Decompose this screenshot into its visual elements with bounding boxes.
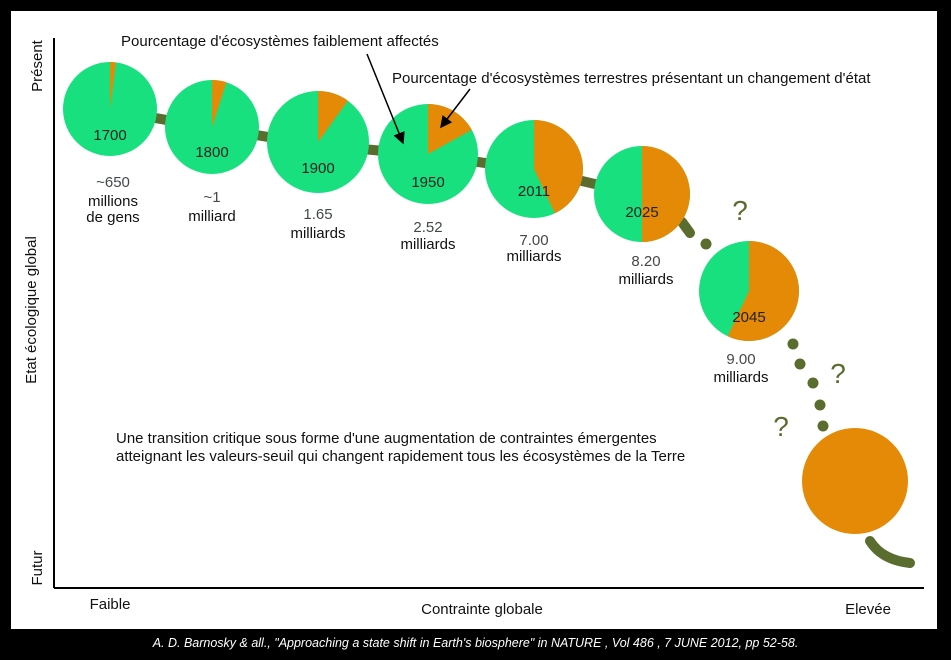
pie-slice-state-change: [318, 91, 348, 142]
pie-1800: 1800 ~1 milliard: [165, 80, 259, 225]
x-axis-title: Contrainte globale: [421, 601, 543, 618]
population-label: 8.20: [631, 253, 660, 270]
population-label: 2.52: [413, 219, 442, 236]
population-label: 1.65: [303, 206, 332, 223]
population-label: milliards: [618, 271, 673, 288]
population-label: ~650: [96, 174, 130, 191]
population-label: millions: [88, 193, 138, 210]
population-label: 9.00: [726, 351, 755, 368]
legend-arrow-state-change: [440, 88, 471, 129]
pie-slice-state-change: [802, 428, 908, 534]
pie-year-label: 1800: [195, 144, 228, 161]
population-label: milliards: [290, 225, 345, 242]
pie-year-label: 1900: [301, 160, 334, 177]
y-axis-title: Etat écologique global: [23, 236, 40, 384]
pie-1900: 1900 1.65 milliards: [267, 91, 369, 242]
legend-label-state-change: Pourcentage d'écosystèmes terrestres pré…: [392, 70, 871, 87]
annotation-line-2: atteignant les valeurs-seuil qui changen…: [116, 448, 685, 465]
x-axis-left-label: Faible: [90, 596, 131, 613]
citation-caption: A. D. Barnosky & all., "Approaching a st…: [152, 636, 799, 650]
population-label: ~1: [203, 189, 220, 206]
legend-arrow-low-affected: [366, 53, 405, 145]
question-mark: ?: [830, 358, 846, 389]
pie-year-label: 1700: [93, 127, 126, 144]
population-label: milliard: [188, 208, 236, 225]
annotation-line-1: Une transition critique sous forme d'une…: [116, 430, 657, 447]
population-label: milliards: [506, 248, 561, 265]
pie-slice-state-change: [212, 80, 227, 127]
population-label: 7.00: [519, 232, 548, 249]
question-mark: ?: [732, 195, 748, 226]
population-label: milliards: [713, 369, 768, 386]
question-mark: ?: [773, 411, 789, 442]
legend-label-low-affected: Pourcentage d'écosystèmes faiblement aff…: [121, 33, 439, 50]
pie-slice-state-change: [110, 62, 116, 109]
population-label: milliards: [400, 236, 455, 253]
y-axis-top-label: Présent: [29, 39, 46, 92]
pie-slice-state-change: [428, 104, 472, 154]
pie-year-label: 1950: [411, 174, 444, 191]
pie-year-label: 2011: [518, 183, 550, 200]
trajectory-dots: [700, 238, 829, 432]
x-axis-right-label: Elevée: [845, 601, 891, 618]
pie-slice-state-change: [534, 120, 583, 214]
pie-year-label: 2045: [732, 309, 765, 326]
pie-year-label: 2025: [625, 204, 658, 221]
pie-future: [802, 428, 908, 534]
pie-slice-state-change: [727, 241, 799, 341]
y-axis-bottom-label: Futur: [29, 550, 46, 585]
population-label: de gens: [86, 209, 139, 226]
pie-slice-state-change: [642, 146, 690, 242]
trajectory-tail: [865, 536, 915, 568]
